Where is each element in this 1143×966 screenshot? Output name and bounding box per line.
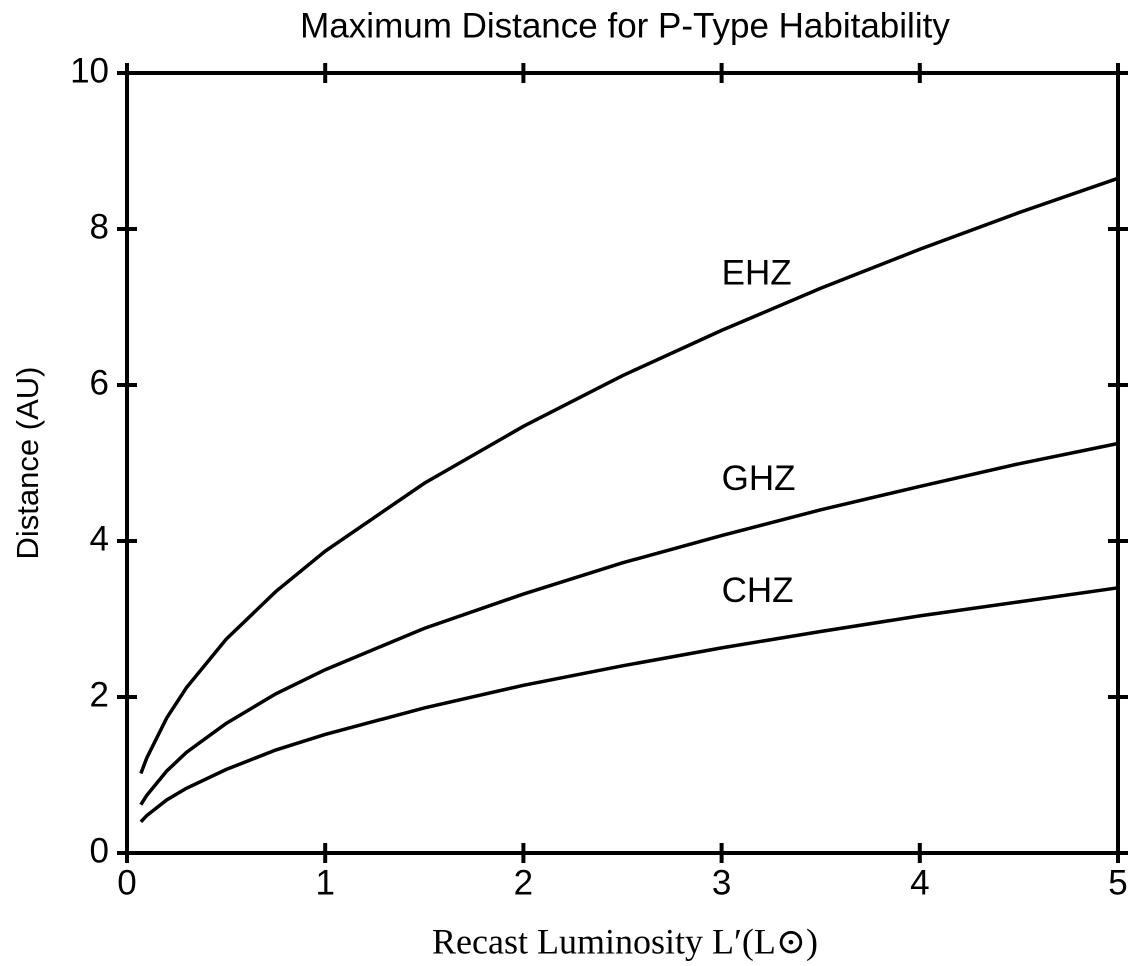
x-tick-label: 3	[712, 863, 731, 902]
x-tick-label: 2	[514, 863, 533, 902]
series-label: CHZ	[722, 571, 794, 610]
x-tick-label: 5	[1108, 863, 1127, 902]
y-tick-label: 2	[90, 675, 109, 714]
line	[139, 176, 1119, 775]
x-tick-label: 1	[315, 863, 334, 902]
x-tick-label: 0	[117, 863, 136, 902]
series-label: GHZ	[722, 459, 796, 498]
y-tick-label: 10	[70, 51, 109, 90]
x-tick-label: 4	[910, 863, 929, 902]
plot-frame	[125, 71, 1120, 855]
chart-title: Maximum Distance for P-Type Habitability	[300, 6, 950, 45]
line	[139, 586, 1119, 824]
y-tick-label: 0	[90, 831, 109, 870]
line	[139, 441, 1119, 806]
series-label: EHZ	[722, 254, 792, 293]
y-tick-label: 6	[90, 363, 109, 402]
y-axis-label: Distance (AU)	[10, 367, 45, 560]
x-axis-label: Recast Luminosity L′(L⊙)	[432, 921, 818, 961]
y-tick-label: 8	[90, 207, 109, 246]
y-tick-label: 4	[90, 519, 109, 558]
